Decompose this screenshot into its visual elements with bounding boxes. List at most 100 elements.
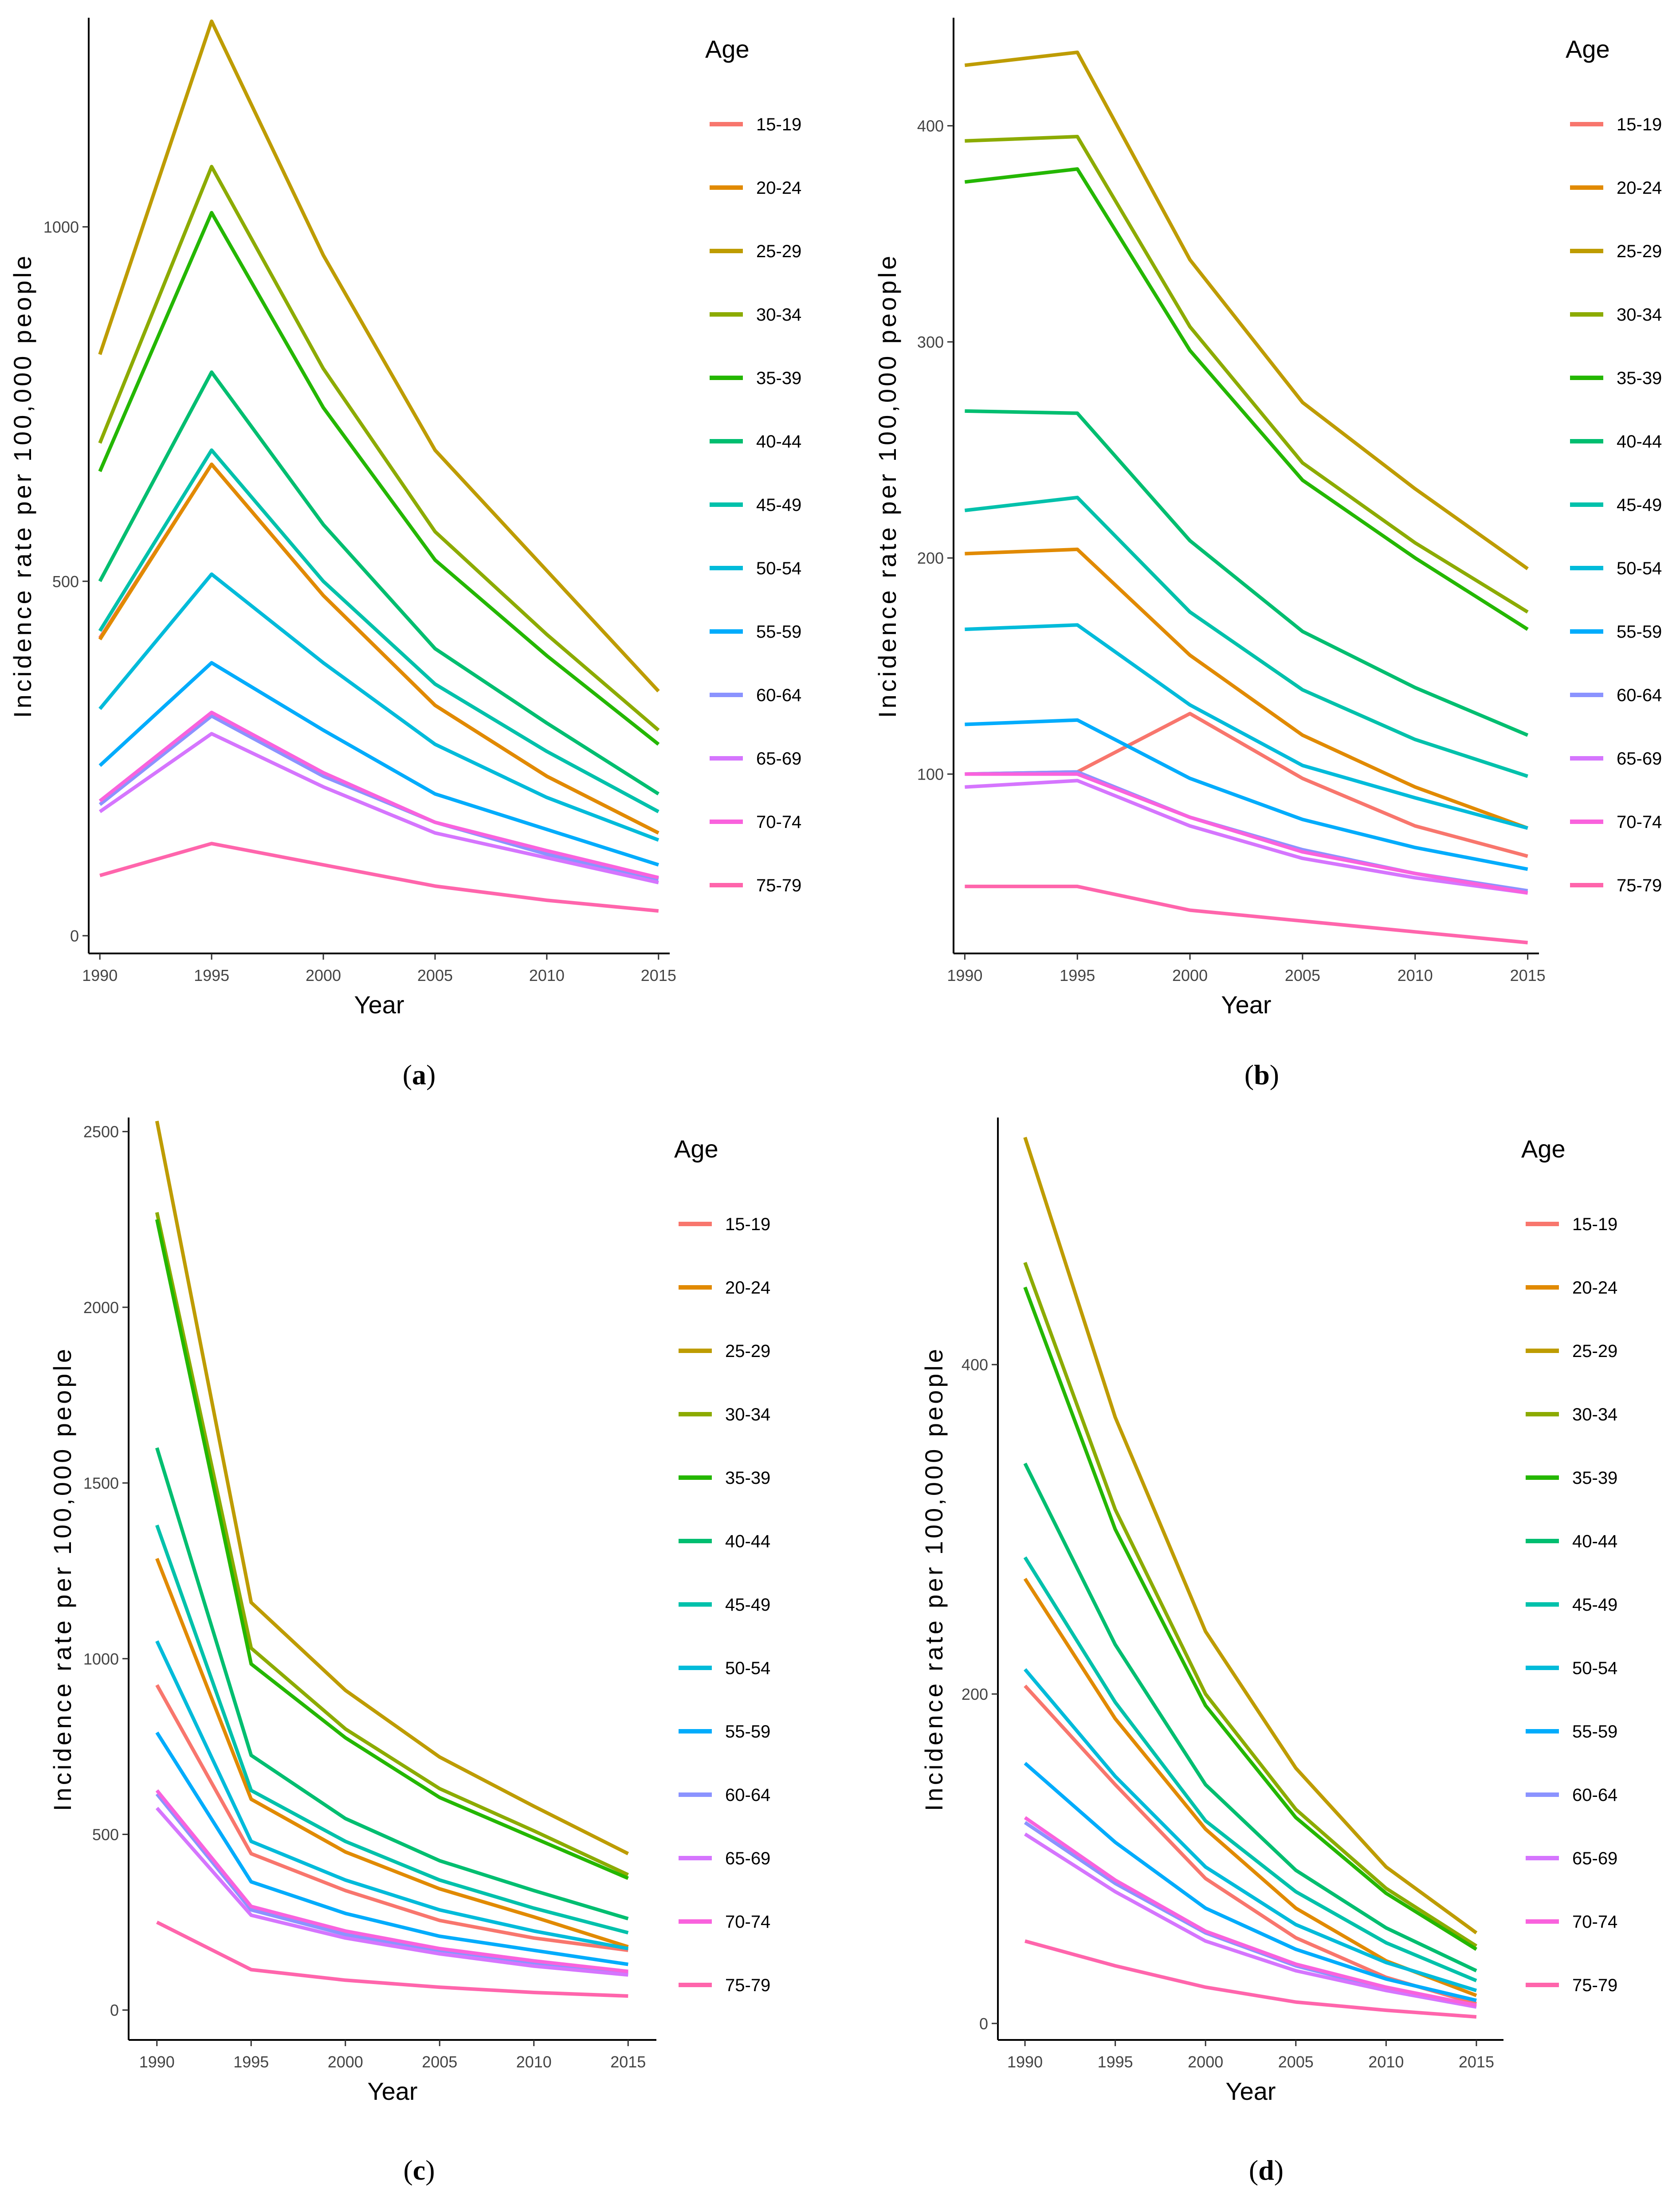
legend-label-60-64: 60-64	[1572, 1785, 1617, 1805]
series-line-25-29	[155, 1121, 629, 1855]
y-tick-label: 200	[962, 1685, 988, 1703]
series-line-55-59	[1024, 1761, 1477, 2002]
legend-label-15-19: 15-19	[725, 1215, 770, 1234]
legend-label-60-64: 60-64	[756, 686, 801, 705]
x-tick-label: 2015	[610, 2053, 646, 2071]
series-line-35-39	[155, 1219, 629, 1880]
series-line-30-34	[1023, 1262, 1478, 1948]
series-line-70-74	[1024, 1816, 1477, 2007]
x-tick-label: 1990	[947, 966, 982, 984]
y-tick-label: 0	[979, 2015, 988, 2033]
series-line-40-44	[965, 409, 1529, 737]
series-line-75-79	[99, 842, 659, 913]
panel-label: (a)	[403, 1059, 436, 1090]
legend-label-55-59: 55-59	[1572, 1722, 1617, 1741]
series-line-50-54	[98, 572, 659, 842]
legend-label-25-29: 25-29	[1572, 1341, 1617, 1361]
legend-label-30-34: 30-34	[1617, 305, 1662, 325]
series-line-75-79	[965, 884, 1528, 945]
legend-label-60-64: 60-64	[1617, 686, 1662, 705]
series-line-20-24	[98, 463, 659, 835]
legend: Age 15-19 20-24 25-29 30-34 35-39 40-44 45-49 50…	[705, 35, 801, 895]
series-line-50-54	[1024, 1668, 1477, 1992]
series-line-65-69	[1024, 1832, 1477, 2009]
y-tick-label: 2000	[83, 1298, 119, 1317]
series-line-25-29	[964, 51, 1529, 570]
series-line-75-79	[156, 1921, 628, 1998]
legend-label-40-44: 40-44	[1617, 432, 1662, 451]
x-tick-label: 2010	[1397, 966, 1433, 984]
y-tick-label: 0	[110, 2001, 119, 2020]
legend: Age 15-19 20-24 25-29 30-34 35-39 40-44 45-49 50…	[1521, 1135, 1617, 1995]
legend-label-25-29: 25-29	[756, 242, 801, 261]
legend-label-55-59: 55-59	[725, 1722, 770, 1741]
series-line-20-24	[965, 547, 1528, 830]
y-axis-title: Incidence rate per 100,000 people	[920, 1346, 948, 1811]
legend-label-15-19: 15-19	[1572, 1215, 1617, 1234]
legend-label-35-39: 35-39	[1617, 369, 1662, 388]
panel-label: (c)	[403, 2154, 435, 2186]
legend-label-65-69: 65-69	[756, 749, 801, 769]
series-line-35-39	[98, 211, 660, 746]
legend-title: Age	[1521, 1135, 1566, 1163]
series-line-30-34	[965, 135, 1529, 614]
y-tick-label: 1000	[43, 218, 79, 236]
x-axis-title: Year	[1221, 991, 1271, 1019]
x-tick-label: 2010	[529, 966, 565, 984]
legend-label-45-49: 45-49	[1617, 495, 1662, 515]
series-line-70-74	[965, 772, 1528, 895]
x-axis-title: Year	[354, 991, 404, 1019]
panel-label: (d)	[1249, 2154, 1284, 2186]
x-tick-label: 2005	[1285, 966, 1320, 984]
legend-label-50-54: 50-54	[725, 1659, 770, 1678]
series-line-25-29	[1023, 1137, 1478, 1934]
series-line-60-64	[965, 770, 1528, 893]
panel-letter: d	[1258, 2154, 1274, 2186]
x-tick-label: 2005	[1278, 2053, 1314, 2071]
legend-label-65-69: 65-69	[1617, 749, 1662, 769]
series-line-45-49	[155, 1524, 629, 1935]
legend-label-75-79: 75-79	[1572, 1976, 1617, 1995]
y-tick-label: 400	[962, 1356, 988, 1374]
legend-label-75-79: 75-79	[756, 876, 801, 895]
legend-label-15-19: 15-19	[756, 115, 801, 134]
x-tick-label: 2010	[1368, 2053, 1404, 2071]
y-tick-label: 100	[917, 765, 944, 784]
x-tick-label: 1995	[233, 2053, 269, 2071]
x-tick-label: 2005	[422, 2053, 457, 2071]
series-line-30-34	[98, 165, 660, 732]
legend-title: Age	[705, 35, 750, 63]
y-axis-title: Incidence rate per 100,000 people	[873, 253, 901, 718]
x-axis-title: Year	[1225, 2077, 1276, 2105]
legend-label-35-39: 35-39	[725, 1468, 770, 1488]
legend-label-45-49: 45-49	[756, 495, 801, 515]
legend-label-20-24: 20-24	[725, 1278, 770, 1298]
series-line-55-59	[155, 1731, 628, 1966]
series-line-55-59	[98, 661, 659, 867]
panel-letter: a	[412, 1059, 426, 1090]
legend-label-30-34: 30-34	[756, 305, 801, 325]
legend-label-70-74: 70-74	[1617, 812, 1662, 832]
y-axis-title: Incidence rate per 100,000 people	[8, 253, 36, 718]
legend-label-35-39: 35-39	[1572, 1468, 1617, 1488]
legend-label-45-49: 45-49	[725, 1595, 770, 1615]
series-line-35-39	[1023, 1286, 1478, 1951]
legend-label-25-29: 25-29	[725, 1341, 770, 1361]
x-tick-label: 2000	[306, 966, 341, 984]
legend-label-25-29: 25-29	[1617, 242, 1662, 261]
x-tick-label: 2000	[1172, 966, 1208, 984]
x-tick-label: 1990	[82, 966, 118, 984]
x-tick-label: 1995	[1098, 2053, 1133, 2071]
series-line-40-44	[98, 370, 659, 796]
x-tick-label: 2000	[1188, 2053, 1223, 2071]
chart-panel-a: 1990 1995 2000 2005 2010 2015 0 500 1000 Year Inci…	[8, 18, 801, 1090]
panel-letter: b	[1254, 1059, 1270, 1090]
legend-label-20-24: 20-24	[1572, 1278, 1617, 1298]
x-tick-label: 2015	[1510, 966, 1546, 984]
x-tick-label: 1990	[1007, 2053, 1043, 2071]
x-tick-label: 2015	[641, 966, 676, 984]
legend-label-70-74: 70-74	[756, 812, 801, 832]
legend-label-50-54: 50-54	[756, 559, 801, 578]
y-tick-label: 2500	[83, 1123, 119, 1141]
legend-label-40-44: 40-44	[725, 1532, 770, 1551]
